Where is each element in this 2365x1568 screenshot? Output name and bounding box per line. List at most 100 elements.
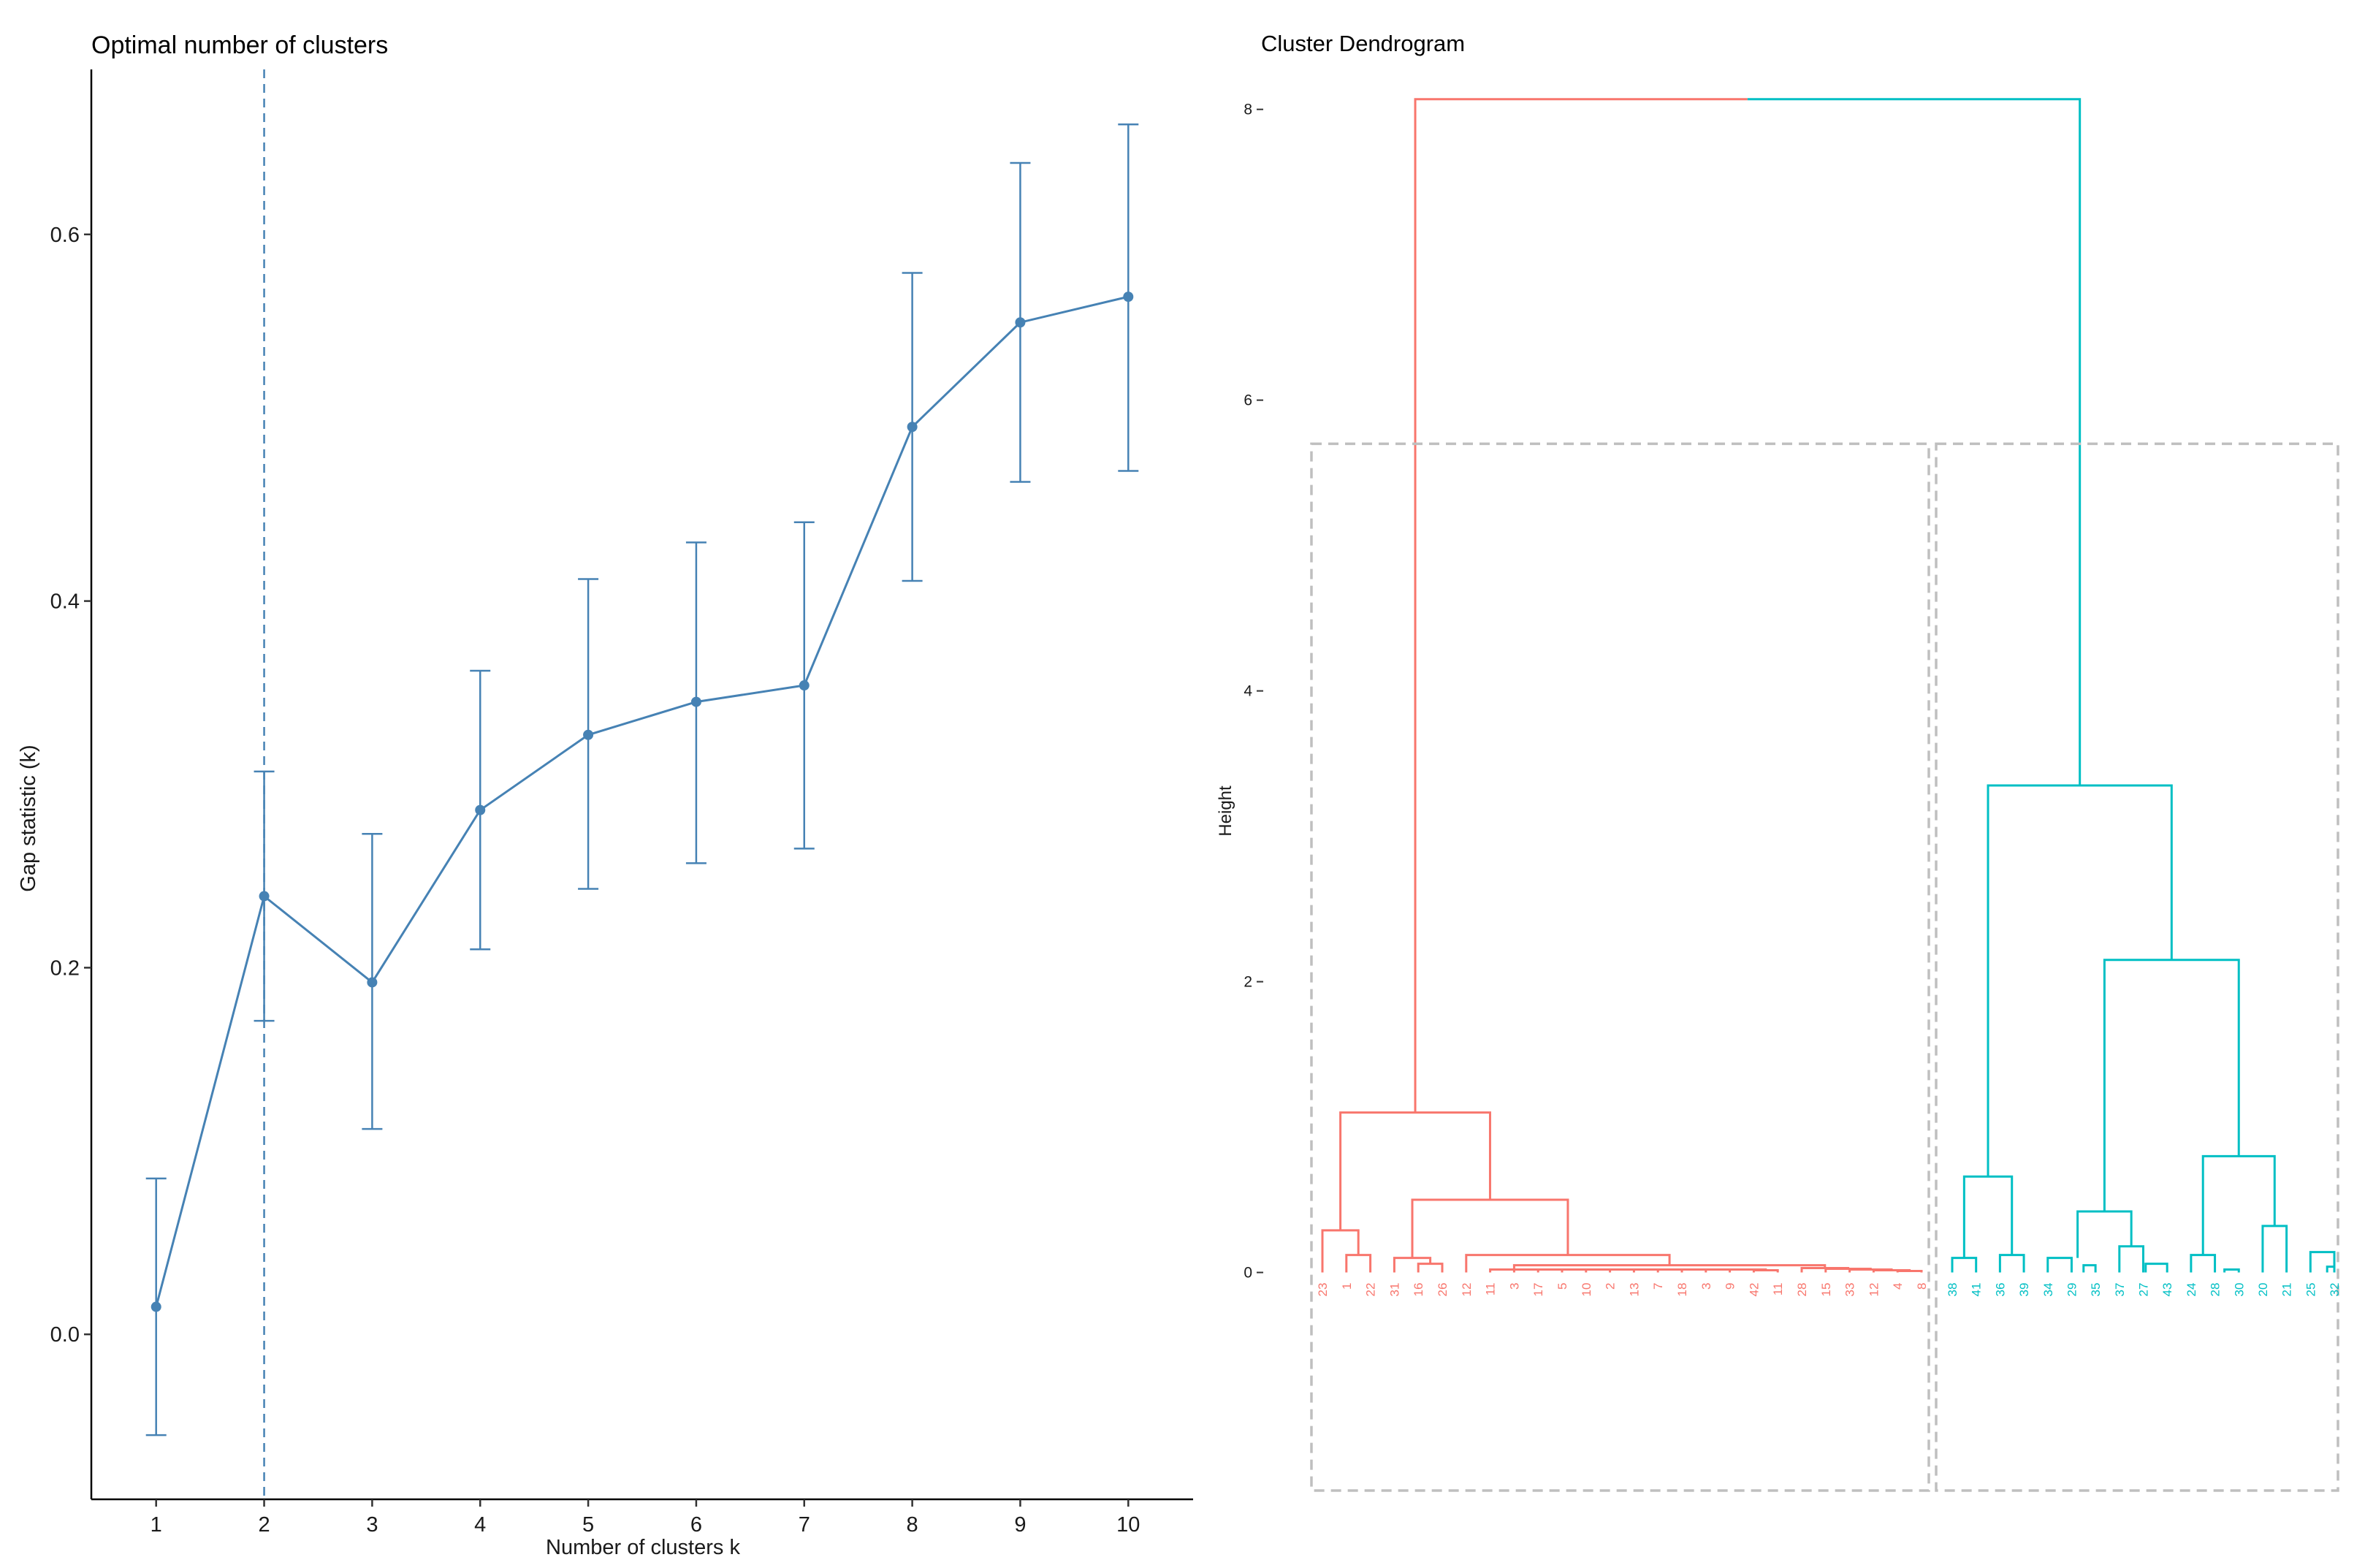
dendrogram-link: [2082, 1264, 2097, 1273]
leaf-label: 13: [1627, 1283, 1641, 1297]
leaf-label: 17: [1531, 1283, 1545, 1297]
leaf-label: 31: [1387, 1283, 1401, 1297]
dendrogram-link: [1411, 1198, 1569, 1258]
gap-data-point: [907, 422, 918, 433]
leaf-label: 12: [1460, 1283, 1474, 1297]
leaf-label: 22: [1364, 1283, 1378, 1297]
leaf-label: 39: [2017, 1283, 2031, 1297]
leaf-label: 9: [1724, 1283, 1737, 1290]
gap-x-tick-label: 3: [366, 1513, 378, 1537]
dendrogram-title: Cluster Dendrogram: [1261, 31, 1465, 56]
leaf-label: 30: [2232, 1283, 2246, 1297]
gap-y-tick-label: 0.0: [50, 1323, 80, 1347]
leaf-label: 28: [1795, 1283, 1809, 1297]
dendrogram-link: [1339, 1111, 1491, 1230]
leaf-label: 33: [1843, 1283, 1857, 1297]
dendrogram-link: [2223, 1268, 2240, 1273]
dendro-y-tick-label: 0: [1244, 1265, 1252, 1282]
dendrogram-axes: 0 2 4 6 8: [1244, 102, 1263, 1282]
gap-marks: [145, 69, 1139, 1499]
dendrogram-link: [1951, 1257, 1978, 1273]
leaf-label: 36: [1993, 1283, 2007, 1297]
gap-data-point: [151, 1301, 161, 1312]
dendrogram-link: [1417, 1263, 1444, 1273]
dendrogram-marks: [1310, 98, 2339, 1492]
dendrogram-link: [2190, 1254, 2217, 1273]
gap-data-point: [799, 680, 810, 691]
leaf-label: 11: [1771, 1283, 1785, 1296]
gap-x-tick-label: 9: [1014, 1513, 1026, 1537]
gap-x-tick-label: 10: [1116, 1513, 1140, 1537]
dendrogram-link: [2144, 1263, 2168, 1273]
dendrogram-link: [1321, 1229, 1360, 1273]
gap-axes: 0.0 0.2 0.4 0.6 1 2 3 4 5 6 7 8 9 10: [50, 69, 1193, 1537]
leaf-label: 37: [2113, 1283, 2127, 1297]
gap-chart-title: Optimal number of clusters: [91, 31, 388, 59]
gap-x-tick-label: 1: [151, 1513, 162, 1537]
gap-series-line: [155, 295, 1129, 1307]
dendrogram-link: [2326, 1266, 2336, 1273]
dendrogram-link: [2118, 1245, 2144, 1273]
leaf-label: 42: [1747, 1283, 1761, 1297]
gap-x-tick-label: 6: [690, 1513, 702, 1537]
leaf-label: 29: [2065, 1283, 2079, 1297]
cluster-box-2: [1935, 442, 2339, 1492]
leaf-label: 41: [1970, 1283, 1984, 1297]
dendrogram-link: [1987, 784, 2173, 1177]
leaf-label: 12: [1867, 1283, 1881, 1297]
leaf-label: 1: [1340, 1283, 1354, 1290]
gap-data-point: [1123, 292, 1134, 302]
dendrogram-link: [1345, 1254, 1372, 1273]
gap-data-point: [690, 696, 701, 707]
gap-data-point: [367, 977, 378, 988]
dendro-y-tick-label: 2: [1244, 974, 1252, 991]
gap-x-tick-label: 5: [582, 1513, 594, 1537]
leaf-label: 15: [1819, 1283, 1833, 1297]
root-link-right: [1747, 98, 2082, 785]
gap-statistic-chart: Optimal number of clusters 0.0 0.2 0.4 0.6 1…: [17, 31, 1193, 1559]
leaf-label: 8: [1915, 1283, 1929, 1290]
dendrogram-link: [2103, 959, 2240, 1211]
leaf-label: 5: [1555, 1283, 1569, 1290]
dendrogram-link: [2261, 1225, 2288, 1273]
dendro-y-tick-label: 6: [1244, 392, 1252, 409]
dendrogram-link: [2076, 1210, 2133, 1258]
gap-x-tick-label: 4: [474, 1513, 486, 1537]
dendrogram-link: [1962, 1175, 2014, 1258]
leaf-label: 3: [1699, 1283, 1713, 1290]
root-link-left: [1414, 98, 1748, 1113]
gap-y-tick-label: 0.4: [50, 590, 80, 614]
leaf-label: 16: [1412, 1283, 1425, 1297]
leaf-label: 25: [2304, 1283, 2318, 1297]
dendro-y-tick-label: 4: [1244, 683, 1252, 700]
leaf-label: 35: [2089, 1283, 2103, 1297]
leaf-label: 20: [2256, 1283, 2270, 1297]
leaf-label: 38: [1946, 1283, 1960, 1297]
leaf-label: 7: [1651, 1283, 1665, 1290]
dendrogram-link: [2201, 1154, 2276, 1255]
leaf-label: 10: [1580, 1283, 1593, 1297]
leaf-label: 18: [1675, 1283, 1689, 1297]
dendro-y-tick-label: 8: [1244, 102, 1252, 118]
leaf-label: 23: [1316, 1283, 1330, 1297]
dendrogram-link: [1998, 1254, 2025, 1273]
gap-data-point: [475, 804, 486, 815]
cluster-box-1: [1310, 442, 1930, 1492]
gap-data-point: [1015, 317, 1026, 328]
leaf-label: 11: [1484, 1283, 1498, 1296]
gap-x-tick-label: 7: [799, 1513, 810, 1537]
leaf-label: 24: [2185, 1283, 2198, 1297]
leaf-label: 43: [2160, 1283, 2174, 1297]
dendrogram-y-axis-label: Height: [1216, 785, 1235, 837]
leaf-label: 28: [2209, 1283, 2223, 1297]
leaf-label: 2: [1604, 1283, 1618, 1290]
dendrogram-link: [1393, 1257, 1432, 1273]
leaf-label: 21: [2280, 1283, 2294, 1297]
gap-y-axis-label: Gap statistic (k): [17, 745, 40, 891]
dendrogram-link: [2046, 1257, 2073, 1273]
dendrogram-link: [2309, 1251, 2336, 1273]
gap-data-point: [583, 729, 594, 740]
leaf-label: 4: [1891, 1283, 1905, 1290]
